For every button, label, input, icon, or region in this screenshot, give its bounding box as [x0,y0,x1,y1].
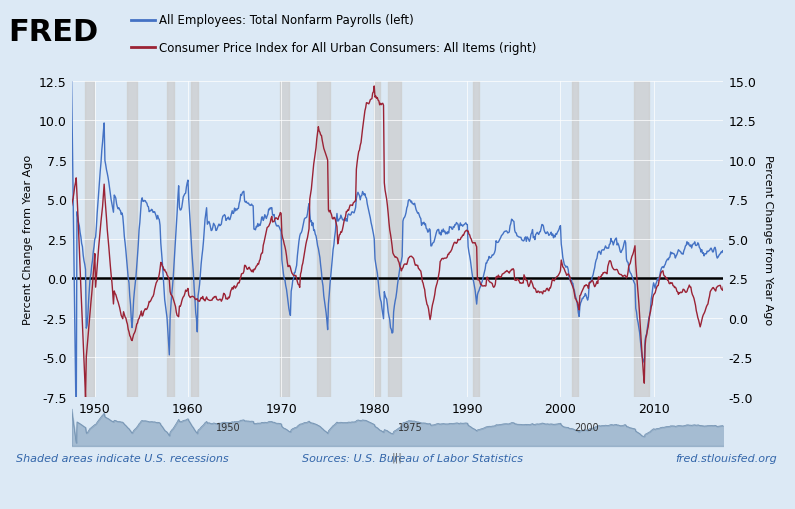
Bar [634,81,649,397]
Text: |||: ||| [392,451,403,462]
Bar [166,81,174,397]
Y-axis label: Percent Change from Year Ago: Percent Change from Year Ago [23,154,33,324]
Bar [388,81,401,397]
Text: All Employees: Total Nonfarm Payrolls (left): All Employees: Total Nonfarm Payrolls (l… [159,14,413,27]
Text: Consumer Price Index for All Urban Consumers: All Items (right): Consumer Price Index for All Urban Consu… [159,42,537,54]
Text: 2000: 2000 [574,422,599,433]
Bar [572,81,578,397]
Bar [473,81,479,397]
Text: 1975: 1975 [398,422,423,433]
Bar [374,81,380,397]
Bar [317,81,329,397]
Bar [191,81,198,397]
Y-axis label: Percent Change from Year Ago: Percent Change from Year Ago [763,154,773,324]
Text: Shaded areas indicate U.S. recessions: Shaded areas indicate U.S. recessions [16,453,228,463]
Text: 1950: 1950 [215,422,240,433]
Text: FRED: FRED [8,18,99,47]
Text: Sources: U.S. Bureau of Labor Statistics: Sources: U.S. Bureau of Labor Statistics [302,453,523,463]
Text: fred.stlouisfed.org: fred.stlouisfed.org [676,453,778,463]
Bar [127,81,137,397]
Bar [280,81,289,397]
Bar [84,81,94,397]
